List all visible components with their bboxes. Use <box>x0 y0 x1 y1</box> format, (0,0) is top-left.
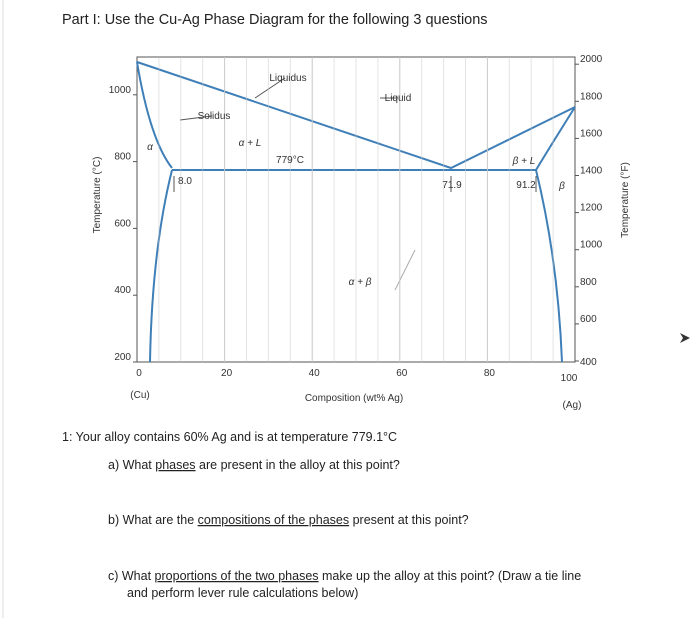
annotation: α + L <box>239 138 262 149</box>
y2-tick-label: 800 <box>580 277 597 288</box>
annotation: Liquidus <box>269 73 306 84</box>
leader-line <box>179 115 213 121</box>
y2-tick-label: 600 <box>580 314 597 325</box>
y-tick-label: 600 <box>114 218 131 229</box>
x-tick-label: 20 <box>221 368 233 379</box>
question-before: b) What are the <box>108 513 198 527</box>
y2-tick-label: 400 <box>580 357 597 368</box>
y2-tick-label: 2000 <box>580 54 603 65</box>
annotation: β + L <box>512 156 536 167</box>
liquidus-line <box>136 61 576 170</box>
y-tick-label: 400 <box>114 285 131 296</box>
y2-axis-label: Temperature (°F) <box>620 162 631 238</box>
x-axis-label: Composition (wt% Ag) <box>305 393 403 404</box>
question-after: present at this point? <box>349 513 469 527</box>
question-after: are present in the alloy at this point? <box>196 458 400 472</box>
question-underlined: compositions of the phases <box>198 513 349 527</box>
annotation: 71.9 <box>442 180 462 191</box>
title: Part I: Use the Cu-Ag Phase Diagram for … <box>62 12 488 28</box>
y-tick-label: 200 <box>114 352 131 363</box>
x-tick-label: 0 <box>136 368 142 379</box>
question: b) What are the compositions of the phas… <box>108 513 469 527</box>
y2-tick-label: 1600 <box>580 128 603 139</box>
question: a) What phases are present in the alloy … <box>108 458 400 472</box>
y-tick-label: 800 <box>114 152 131 163</box>
question-underlined: proportions of the two phases <box>155 569 319 583</box>
alpha-solvus <box>149 169 173 363</box>
solidus-line <box>136 61 173 169</box>
x-tick-label: 40 <box>309 368 321 379</box>
y2-tick-label: 1000 <box>580 240 603 251</box>
annotation: 8.0 <box>178 176 192 187</box>
x-tick-label: 100 <box>561 373 578 384</box>
questions: 1: Your alloy contains 60% Ag and is at … <box>62 430 581 600</box>
y-axis-label: Temperature (°C) <box>92 157 103 234</box>
x-tick-label: 60 <box>396 368 408 379</box>
question-underlined: phases <box>155 458 195 472</box>
question-after: make up the alloy at this point? (Draw a… <box>319 569 582 583</box>
leader-line <box>254 77 286 99</box>
question: c) What proportions of the two phases ma… <box>108 569 581 583</box>
annotation: Liquid <box>385 93 412 104</box>
y-tick-label: 1000 <box>109 85 132 96</box>
phase-diagram: 0 20 40 60 80 100 200 400 600 800 1000 400 600 800 100… <box>92 54 631 411</box>
annotation: 91.2 <box>516 180 536 191</box>
end-label: (Cu) <box>130 390 149 401</box>
leader-line <box>394 249 416 291</box>
question-before: a) What <box>108 458 155 472</box>
annotation: Solidus <box>198 111 231 122</box>
intro: 1: Your alloy contains 60% Ag and is at … <box>62 430 397 444</box>
y2-tick-label: 1200 <box>580 203 603 214</box>
annotation: α + β <box>349 277 372 288</box>
annotation: α <box>147 142 153 153</box>
annotation: 779°C <box>276 155 304 166</box>
x-tick-label: 80 <box>484 368 496 379</box>
annotation: β <box>558 181 565 192</box>
question-continuation: and perform lever rule calculations belo… <box>127 586 358 600</box>
question-before: c) What <box>108 569 155 583</box>
beta-solidus <box>535 106 576 171</box>
y2-tick-label: 1800 <box>580 91 603 102</box>
cursor <box>680 333 690 343</box>
end-label: (Ag) <box>563 400 582 411</box>
y2-tick-label: 1400 <box>580 166 603 177</box>
